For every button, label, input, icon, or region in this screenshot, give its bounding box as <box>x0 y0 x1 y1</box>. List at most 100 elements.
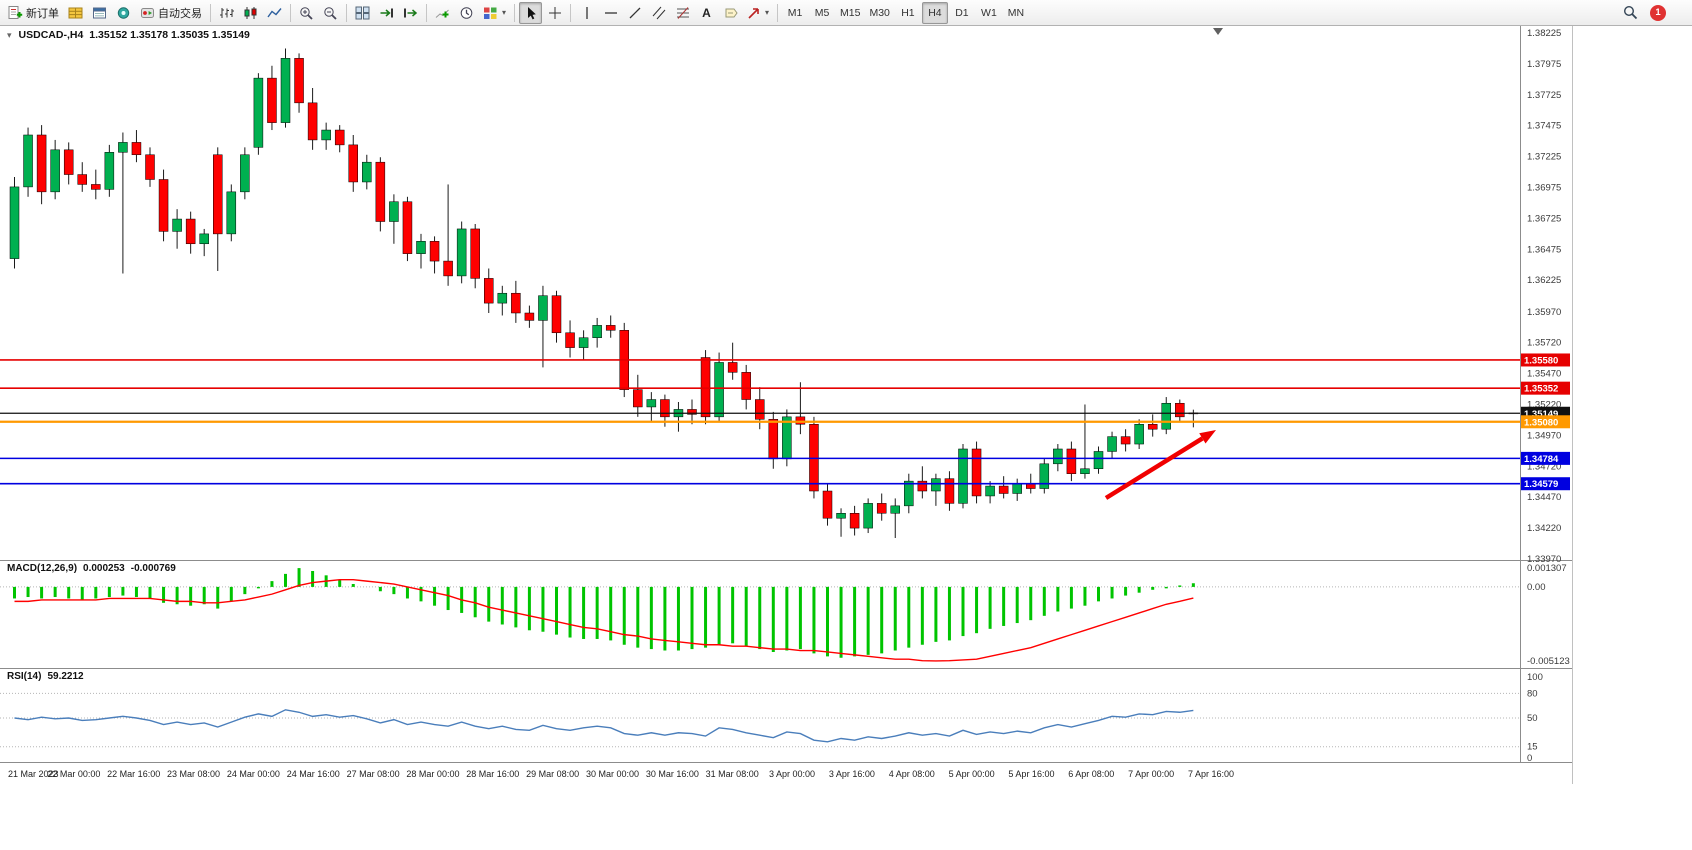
macd-signal-value: -0.000769 <box>130 563 176 574</box>
candle <box>348 144 358 183</box>
candle <box>1161 402 1171 430</box>
rsi-axis-label: 100 <box>1527 672 1543 683</box>
navigator-button[interactable] <box>112 2 135 24</box>
candle <box>226 191 237 235</box>
channel-button[interactable] <box>647 2 670 24</box>
arrow-tool-icon <box>748 7 759 19</box>
one-click-trading-toggle[interactable]: ▾ <box>7 29 12 40</box>
price-axis-label: 1.35720 <box>1527 338 1561 349</box>
cursor-button[interactable] <box>519 1 543 24</box>
new-order-icon <box>8 6 23 19</box>
timeframe-w1-button[interactable]: W1 <box>976 2 1002 24</box>
periods-button[interactable] <box>455 2 478 24</box>
horizontal-line-icon <box>604 11 617 14</box>
price-axis-label: 1.37725 <box>1527 90 1561 101</box>
auto-trading-label: 自动交易 <box>158 7 202 20</box>
fibonacci-button[interactable] <box>671 2 694 24</box>
candle <box>23 134 33 188</box>
zoom-in-button[interactable] <box>295 2 318 24</box>
price-badge-label: 1.35080 <box>1524 417 1558 428</box>
price-axis-label: 1.37975 <box>1527 59 1561 70</box>
navigator-icon <box>117 6 130 19</box>
trendline-button[interactable] <box>623 2 646 24</box>
notification-count: 1 <box>1655 7 1661 18</box>
new-order-button[interactable]: 新订单 <box>4 2 63 24</box>
candle <box>1107 436 1117 452</box>
candle <box>931 478 941 492</box>
text-label-button[interactable] <box>719 2 742 24</box>
candle <box>470 228 480 279</box>
candle <box>240 154 250 193</box>
rsi-value: 59.2212 <box>47 671 84 682</box>
timeframe-m15-button[interactable]: M15 <box>836 2 864 24</box>
candle <box>741 372 751 400</box>
chart-window: 1.38225 1.37975 1.37725 1.37475 1.37225 1.369… <box>0 26 1573 784</box>
vertical-line-button[interactable] <box>575 2 598 24</box>
price-axis-label: 1.34970 <box>1527 430 1561 441</box>
chart-shift-marker[interactable] <box>1213 28 1223 35</box>
market-watch-button[interactable] <box>64 2 87 24</box>
candlestick-chart-button[interactable] <box>239 2 262 24</box>
chart-canvas[interactable]: 1.38225 1.37975 1.37725 1.37475 1.37225 1.369… <box>0 26 1572 784</box>
candle <box>199 233 209 245</box>
price-badge[interactable] <box>1521 477 1570 491</box>
notifications-badge[interactable]: 1 <box>1650 4 1666 21</box>
chart-ohlc: 1.35152 1.35178 1.35035 1.35149 <box>89 29 250 41</box>
chart-shift-button[interactable] <box>399 2 422 24</box>
toolbar-separator <box>346 3 347 22</box>
trend-arrow-shaft[interactable] <box>1104 436 1204 500</box>
toolbar-separator <box>210 3 211 22</box>
price-axis-label: 1.33970 <box>1527 554 1561 565</box>
candle <box>998 485 1009 494</box>
price-badge[interactable] <box>1521 451 1570 465</box>
bar-chart-button[interactable] <box>215 2 238 24</box>
timeframe-m30-button[interactable]: M30 <box>865 2 893 24</box>
line-chart-button[interactable] <box>263 2 286 24</box>
candle <box>104 152 115 190</box>
zoom-out-button[interactable] <box>319 2 342 24</box>
candle <box>958 448 968 504</box>
timeframe-m1-button[interactable]: M1 <box>782 2 808 24</box>
tile-windows-button[interactable] <box>351 2 374 24</box>
search-button[interactable] <box>1619 2 1642 24</box>
time-axis-label: 7 Apr 00:00 <box>1128 769 1174 779</box>
candle <box>849 513 860 529</box>
new-order-label: 新订单 <box>26 7 59 20</box>
trend-arrow-head[interactable] <box>1199 430 1216 444</box>
arrows-button[interactable]: ▾ <box>743 2 773 24</box>
auto-trading-button[interactable]: 自动交易 <box>136 2 206 24</box>
timeframe-h1-button[interactable]: H1 <box>895 2 921 24</box>
horizontal-line-button[interactable] <box>599 2 622 24</box>
indicators-button[interactable] <box>431 2 454 24</box>
price-badge[interactable] <box>1521 353 1570 367</box>
time-axis-label: 30 Mar 16:00 <box>646 769 699 779</box>
price-axis-label: 1.36225 <box>1527 275 1561 286</box>
timeframe-mn-button[interactable]: MN <box>1003 2 1029 24</box>
data-window-button[interactable] <box>88 2 111 24</box>
zoom-in-icon <box>300 6 313 20</box>
timeframe-d1-button[interactable]: D1 <box>949 2 975 24</box>
price-axis-label: 1.35220 <box>1527 399 1561 410</box>
toolbar-separator <box>514 3 516 22</box>
candle <box>836 513 846 519</box>
candle <box>429 241 440 262</box>
macd-axis-label: 0.00 <box>1527 582 1546 593</box>
text-button[interactable]: A <box>695 2 718 24</box>
templates-button[interactable]: ▾ <box>479 2 510 24</box>
price-badge[interactable] <box>1521 415 1570 429</box>
macd-axis-label: -0.005123 <box>1527 656 1570 667</box>
timeframe-m5-button[interactable]: M5 <box>809 2 835 24</box>
price-badge[interactable] <box>1521 381 1570 395</box>
time-axis-label: 31 Mar 08:00 <box>706 769 759 779</box>
candle <box>1134 424 1144 445</box>
candle <box>917 480 928 492</box>
time-axis-label: 3 Apr 16:00 <box>829 769 875 779</box>
crosshair-button[interactable] <box>543 2 566 24</box>
price-axis-label: 1.34470 <box>1527 492 1561 503</box>
time-axis-label: 6 Apr 08:00 <box>1068 769 1114 779</box>
candle <box>118 142 128 153</box>
rsi-axis-label: 15 <box>1527 742 1538 753</box>
timeframe-h4-button[interactable]: H4 <box>921 1 948 24</box>
auto-scroll-button[interactable] <box>375 2 398 24</box>
candlestick-chart-icon <box>244 6 257 19</box>
